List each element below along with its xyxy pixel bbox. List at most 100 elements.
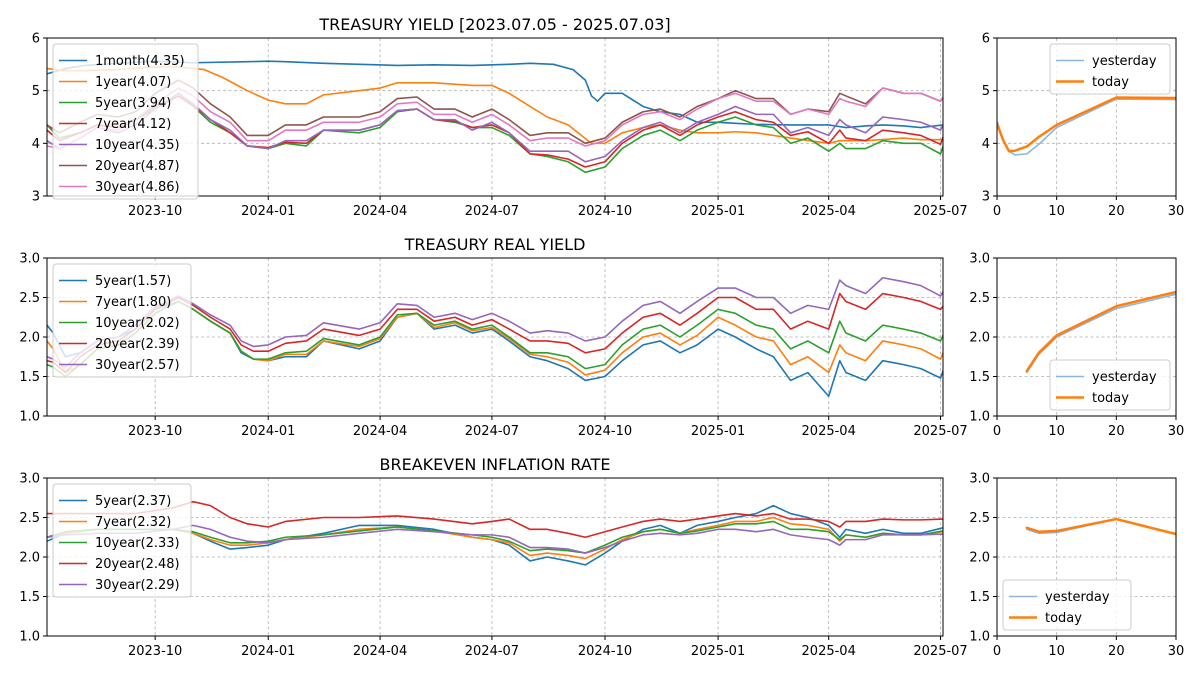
x-tick-label: 2025-01	[691, 424, 745, 439]
y-tick-label: 3.0	[969, 472, 990, 487]
y-tick-label: 2.5	[969, 291, 990, 306]
legend-label-30year: 30year(4.86)	[95, 180, 180, 195]
legend: 5year(1.57) 7year(1.80) 10year(2.02) 20year…	[52, 263, 192, 378]
y-tick-label: 3.0	[19, 252, 40, 267]
gridlines	[47, 478, 943, 636]
y-tick-label: 1.5	[969, 370, 990, 385]
x-tick-label: 2023-10	[128, 424, 182, 439]
legend-box	[52, 263, 192, 378]
y-tick-label: 2.0	[19, 331, 40, 346]
series-line-7year	[47, 516, 943, 560]
x-tick-label: 20	[1108, 644, 1125, 659]
x-tick-label: 2023-10	[128, 644, 182, 659]
x-tick-label: 2024-01	[241, 644, 295, 659]
legend-label-5year: 5year(2.37)	[95, 494, 171, 509]
y-tick-label: 3	[32, 190, 40, 205]
x-tick-label: 10	[1048, 424, 1065, 439]
chart-title: BREAKEVEN INFLATION RATE	[380, 455, 611, 474]
legend-label-20year: 20year(2.39)	[95, 337, 180, 352]
y-tick-label: 1.0	[19, 630, 40, 645]
x-tick-label: 2024-10	[578, 204, 632, 219]
series-line-30year	[47, 524, 943, 554]
x-tick-label: 30	[1168, 424, 1185, 439]
chart-title: TREASURY YIELD [2023.07.05 - 2025.07.03]	[318, 15, 670, 34]
legend: yesterday today	[1049, 43, 1171, 95]
x-tick-label: 10	[1048, 644, 1065, 659]
chart-main-yield: 3 4 5 6 2023-10 2024-01 2024-04 2024-07 2024-10 2…	[32, 15, 968, 219]
legend-label-yesterday: yesterday	[1092, 370, 1157, 385]
y-tick-label: 6	[982, 32, 990, 47]
legend-box	[52, 43, 199, 200]
y-tick-label: 3.0	[969, 252, 990, 267]
legend-label-1month: 1month(4.35)	[95, 54, 185, 69]
legend-label-20year: 20year(4.87)	[95, 159, 180, 174]
x-tick-label: 10	[1048, 204, 1065, 219]
series-group	[1025, 517, 1176, 536]
legend: yesterday today	[1049, 359, 1171, 411]
chart-curve-real: 1.0 1.5 2.0 2.5 3.0 0 10 20 30 yesterday today	[969, 252, 1184, 440]
series-line-5year	[47, 504, 943, 566]
y-tick-label: 6	[32, 32, 40, 47]
legend-label-20year: 20year(2.48)	[95, 557, 180, 572]
x-tick-label: 2025-04	[802, 424, 856, 439]
chart-title: TREASURY REAL YIELD	[404, 235, 586, 254]
y-tick-label: 2.5	[19, 291, 40, 306]
legend-label-30year: 30year(2.57)	[95, 358, 180, 373]
legend-label-10year: 10year(4.35)	[95, 138, 180, 153]
x-tick-label: 2025-07	[913, 644, 967, 659]
chart-curve-yield: 3 4 5 6 0 10 20 30 yesterday today	[982, 32, 1185, 220]
x-tick-label: 30	[1168, 204, 1185, 219]
series-line-1year	[47, 66, 943, 145]
legend-label-yesterday: yesterday	[1092, 54, 1157, 69]
x-tick-label: 2024-04	[353, 644, 407, 659]
x-tick-label: 2024-10	[578, 644, 632, 659]
x-tick-label: 2025-01	[691, 644, 745, 659]
legend-label-10year: 10year(2.02)	[95, 316, 180, 331]
legend-label-today: today	[1092, 391, 1129, 406]
x-tick-label: 20	[1108, 424, 1125, 439]
x-tick-label: 2025-07	[913, 204, 967, 219]
y-tick-label: 1.5	[969, 590, 990, 605]
chart-main-real: 1.0 1.5 2.0 2.5 3.0 2023-10 2024-01 2024-04 2024…	[19, 235, 967, 439]
x-tick-label: 2025-01	[691, 204, 745, 219]
legend-label-7year: 7year(4.12)	[95, 117, 171, 132]
y-tick-label: 1.5	[19, 370, 40, 385]
y-tick-label: 1.0	[19, 410, 40, 425]
x-tick-label: 2024-04	[353, 424, 407, 439]
legend-label-10year: 10year(2.33)	[95, 536, 180, 551]
legend: 5year(2.37) 7year(2.32) 10year(2.33) 20year…	[52, 483, 192, 598]
x-tick-label: 2024-07	[465, 204, 519, 219]
series-line-1month	[47, 60, 943, 129]
y-tick-label: 1.0	[969, 630, 990, 645]
series-line-today	[1025, 517, 1176, 536]
legend: 1month(4.35) 1year(4.07) 5year(3.94) 7year(…	[52, 43, 199, 200]
legend-box	[52, 483, 192, 598]
series-line-today	[1025, 290, 1176, 373]
y-tick-label: 5	[32, 84, 40, 99]
x-tick-label: 2023-10	[128, 204, 182, 219]
x-tick-label: 2024-01	[241, 204, 295, 219]
x-tick-label: 2024-07	[465, 644, 519, 659]
x-tick-label: 2024-07	[465, 424, 519, 439]
x-tick-label: 0	[993, 204, 1001, 219]
y-tick-label: 1.5	[19, 590, 40, 605]
x-tick-label: 30	[1168, 644, 1185, 659]
y-tick-label: 4	[982, 137, 990, 152]
legend-label-today: today	[1045, 611, 1082, 626]
legend-label-1year: 1year(4.07)	[95, 75, 171, 90]
x-tick-label: 2025-04	[802, 644, 856, 659]
chart-main-breakeven: 1.0 1.5 2.0 2.5 3.0 2023-10 2024-01 2024-04 2024…	[19, 455, 967, 659]
series-group	[997, 96, 1176, 156]
series-line-today	[997, 96, 1176, 153]
legend-label-today: today	[1092, 75, 1129, 90]
y-tick-label: 2.5	[19, 511, 40, 526]
legend-label-5year: 5year(1.57)	[95, 274, 171, 289]
x-tick-label: 20	[1108, 204, 1125, 219]
plot-frame	[46, 37, 944, 197]
series-group	[47, 500, 943, 566]
legend-label-5year: 5year(3.94)	[95, 96, 171, 111]
y-tick-label: 2.0	[969, 551, 990, 566]
plot-frame	[996, 37, 1177, 197]
x-tick-label: 2024-10	[578, 424, 632, 439]
